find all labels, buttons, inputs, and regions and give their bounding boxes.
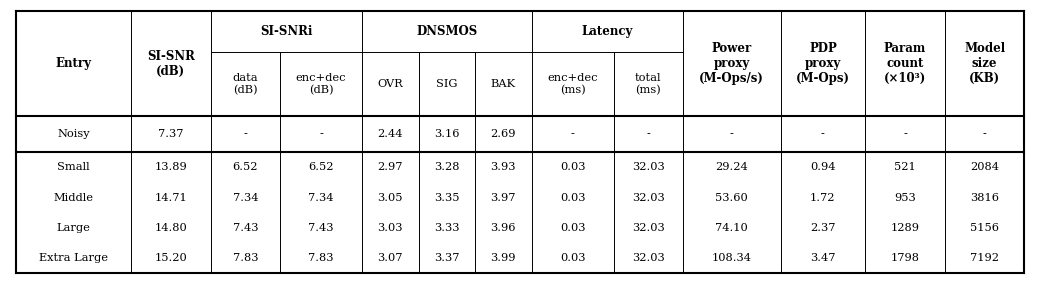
Text: enc+dec
(ms): enc+dec (ms) bbox=[547, 73, 598, 95]
Text: 2084: 2084 bbox=[970, 162, 999, 172]
Text: -: - bbox=[821, 129, 825, 139]
Text: 7.43: 7.43 bbox=[233, 223, 258, 233]
Text: Middle: Middle bbox=[53, 193, 94, 202]
Text: Entry: Entry bbox=[55, 57, 92, 70]
Text: 32.03: 32.03 bbox=[632, 162, 665, 172]
Text: SI-SNRi: SI-SNRi bbox=[260, 25, 313, 38]
Text: 74.10: 74.10 bbox=[716, 223, 748, 233]
Text: 0.03: 0.03 bbox=[560, 162, 586, 172]
Text: 3.07: 3.07 bbox=[378, 252, 404, 263]
Text: 3.33: 3.33 bbox=[434, 223, 460, 233]
Text: -: - bbox=[903, 129, 907, 139]
Text: 7.34: 7.34 bbox=[233, 193, 258, 202]
Text: 3.05: 3.05 bbox=[378, 193, 404, 202]
Text: 7.83: 7.83 bbox=[233, 252, 258, 263]
Text: 1798: 1798 bbox=[890, 252, 919, 263]
Text: -: - bbox=[243, 129, 248, 139]
Text: -: - bbox=[319, 129, 323, 139]
Text: 5156: 5156 bbox=[970, 223, 999, 233]
Text: Noisy: Noisy bbox=[57, 129, 89, 139]
Text: 2.69: 2.69 bbox=[491, 129, 516, 139]
Text: 32.03: 32.03 bbox=[632, 193, 665, 202]
Text: -: - bbox=[983, 129, 987, 139]
Text: 2.97: 2.97 bbox=[378, 162, 404, 172]
Text: Large: Large bbox=[56, 223, 90, 233]
Text: 13.89: 13.89 bbox=[155, 162, 187, 172]
Text: 108.34: 108.34 bbox=[711, 252, 752, 263]
Text: -: - bbox=[571, 129, 574, 139]
Text: 3.35: 3.35 bbox=[434, 193, 460, 202]
Text: 3.37: 3.37 bbox=[434, 252, 460, 263]
Text: 3.03: 3.03 bbox=[378, 223, 404, 233]
Text: OVR: OVR bbox=[378, 79, 404, 89]
Text: 521: 521 bbox=[894, 162, 916, 172]
Text: 3.96: 3.96 bbox=[491, 223, 516, 233]
Text: 3.47: 3.47 bbox=[810, 252, 836, 263]
Text: DNSMOS: DNSMOS bbox=[416, 25, 477, 38]
Text: Power
proxy
(M-Ops/s): Power proxy (M-Ops/s) bbox=[699, 42, 764, 85]
Text: 53.60: 53.60 bbox=[716, 193, 748, 202]
Text: 2.44: 2.44 bbox=[378, 129, 404, 139]
Text: 3.28: 3.28 bbox=[434, 162, 460, 172]
Text: 7.37: 7.37 bbox=[158, 129, 184, 139]
Text: SI-SNR
(dB): SI-SNR (dB) bbox=[147, 50, 194, 78]
Text: BAK: BAK bbox=[491, 79, 516, 89]
Text: 32.03: 32.03 bbox=[632, 252, 665, 263]
Text: 1.72: 1.72 bbox=[810, 193, 836, 202]
Text: Extra Large: Extra Large bbox=[38, 252, 108, 263]
Text: 3816: 3816 bbox=[970, 193, 999, 202]
Text: 3.93: 3.93 bbox=[491, 162, 516, 172]
Text: 32.03: 32.03 bbox=[632, 223, 665, 233]
Text: -: - bbox=[647, 129, 650, 139]
Text: 0.03: 0.03 bbox=[560, 252, 586, 263]
Text: 7.83: 7.83 bbox=[308, 252, 334, 263]
Text: Small: Small bbox=[57, 162, 89, 172]
Text: Model
size
(KB): Model size (KB) bbox=[964, 42, 1006, 85]
Text: -: - bbox=[730, 129, 733, 139]
Text: enc+dec
(dB): enc+dec (dB) bbox=[295, 73, 346, 95]
Text: SIG: SIG bbox=[436, 79, 458, 89]
Text: 3.16: 3.16 bbox=[434, 129, 460, 139]
Text: 3.97: 3.97 bbox=[491, 193, 516, 202]
Text: 14.80: 14.80 bbox=[155, 223, 187, 233]
Text: 7.34: 7.34 bbox=[308, 193, 334, 202]
Text: total
(ms): total (ms) bbox=[635, 73, 661, 95]
Text: 29.24: 29.24 bbox=[716, 162, 748, 172]
Text: 953: 953 bbox=[894, 193, 916, 202]
Text: 2.37: 2.37 bbox=[810, 223, 836, 233]
Text: Latency: Latency bbox=[581, 25, 633, 38]
Text: 1289: 1289 bbox=[890, 223, 919, 233]
Text: Param
count
(×10³): Param count (×10³) bbox=[884, 42, 927, 85]
Text: 0.03: 0.03 bbox=[560, 223, 586, 233]
Text: 3.99: 3.99 bbox=[491, 252, 516, 263]
Text: 7192: 7192 bbox=[970, 252, 999, 263]
Text: 6.52: 6.52 bbox=[308, 162, 334, 172]
Text: 0.03: 0.03 bbox=[560, 193, 586, 202]
Text: 6.52: 6.52 bbox=[233, 162, 258, 172]
Text: 0.94: 0.94 bbox=[810, 162, 836, 172]
Text: PDP
proxy
(M-Ops): PDP proxy (M-Ops) bbox=[796, 42, 850, 85]
Text: 7.43: 7.43 bbox=[308, 223, 334, 233]
Text: 15.20: 15.20 bbox=[155, 252, 187, 263]
Text: 14.71: 14.71 bbox=[155, 193, 187, 202]
Text: data
(dB): data (dB) bbox=[233, 73, 258, 95]
